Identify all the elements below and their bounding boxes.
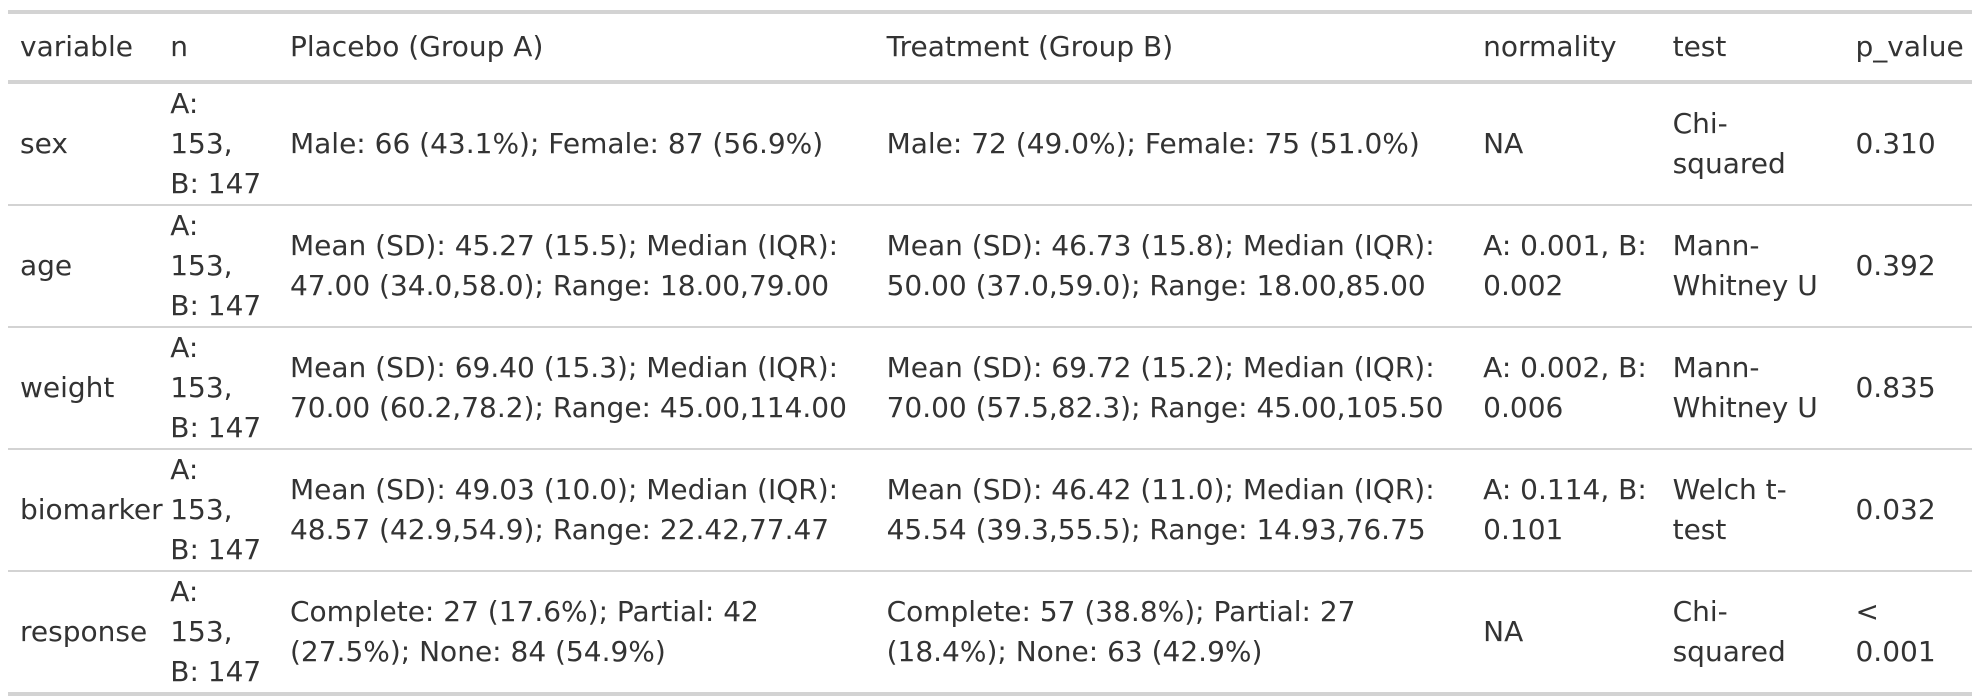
header-group-a: Placebo (Group A) xyxy=(289,30,544,63)
header-n: n xyxy=(170,30,188,63)
header-normality: normality xyxy=(1483,30,1617,63)
table-row: response A: 153, B: 147 Complete: 27 (17… xyxy=(8,571,1972,694)
cell-group-b: Mean (SD): 69.72 (15.2); Median (IQR): 7… xyxy=(886,351,1444,424)
cell-p-value: 0.835 xyxy=(1855,371,1936,404)
cell-test: Mann-Whitney U xyxy=(1672,229,1818,302)
page: variable n Placebo (Group A) Treatment (… xyxy=(8,12,1972,694)
cell-p-value: < 0.001 xyxy=(1855,595,1936,668)
table-row: sex A: 153, B: 147 Male: 66 (43.1%); Fem… xyxy=(8,82,1972,205)
cell-group-a: Mean (SD): 69.40 (15.3); Median (IQR): 7… xyxy=(289,351,847,424)
cell-p-value: 0.310 xyxy=(1855,127,1936,160)
table-row: biomarker A: 153, B: 147 Mean (SD): 49.0… xyxy=(8,449,1972,571)
table-row: age A: 153, B: 147 Mean (SD): 45.27 (15.… xyxy=(8,205,1972,327)
cell-n: A: 153, B: 147 xyxy=(170,453,262,566)
cell-p-value: 0.032 xyxy=(1855,493,1936,526)
summary-table: variable n Placebo (Group A) Treatment (… xyxy=(8,10,1972,696)
cell-normality: NA xyxy=(1483,615,1524,648)
cell-variable: weight xyxy=(20,371,115,404)
cell-group-a: Complete: 27 (17.6%); Partial: 42 (27.5%… xyxy=(289,595,759,668)
cell-group-b: Complete: 57 (38.8%); Partial: 27 (18.4%… xyxy=(886,595,1356,668)
cell-n: A: 153, B: 147 xyxy=(170,209,262,322)
cell-variable: biomarker xyxy=(20,493,163,526)
table-header: variable n Placebo (Group A) Treatment (… xyxy=(8,12,1972,82)
cell-variable: response xyxy=(20,615,148,648)
cell-group-a: Mean (SD): 45.27 (15.5); Median (IQR): 4… xyxy=(289,229,839,302)
cell-group-a: Mean (SD): 49.03 (10.0); Median (IQR): 4… xyxy=(289,473,839,546)
header-test: test xyxy=(1672,30,1727,63)
header-row: variable n Placebo (Group A) Treatment (… xyxy=(8,12,1972,82)
cell-normality: NA xyxy=(1483,127,1524,160)
table-row: weight A: 153, B: 147 Mean (SD): 69.40 (… xyxy=(8,327,1972,449)
cell-test: Chi-squared xyxy=(1672,107,1786,180)
cell-test: Mann-Whitney U xyxy=(1672,351,1818,424)
cell-group-a: Male: 66 (43.1%); Female: 87 (56.9%) xyxy=(289,127,824,160)
cell-p-value: 0.392 xyxy=(1855,249,1936,282)
header-group-b: Treatment (Group B) xyxy=(886,30,1174,63)
cell-group-b: Mean (SD): 46.73 (15.8); Median (IQR): 5… xyxy=(886,229,1435,302)
cell-variable: sex xyxy=(20,127,68,160)
cell-group-b: Mean (SD): 46.42 (11.0); Median (IQR): 4… xyxy=(886,473,1435,546)
header-variable: variable xyxy=(20,30,133,63)
cell-test: Welch t-test xyxy=(1672,473,1787,546)
cell-group-b: Male: 72 (49.0%); Female: 75 (51.0%) xyxy=(886,127,1420,160)
header-p-value: p_value xyxy=(1855,30,1964,63)
cell-n: A: 153, B: 147 xyxy=(170,575,262,688)
cell-normality: A: 0.114, B: 0.101 xyxy=(1483,473,1647,546)
cell-n: A: 153, B: 147 xyxy=(170,331,262,444)
cell-test: Chi-squared xyxy=(1672,595,1786,668)
table-body: sex A: 153, B: 147 Male: 66 (43.1%); Fem… xyxy=(8,82,1972,694)
cell-n: A: 153, B: 147 xyxy=(170,87,262,200)
cell-variable: age xyxy=(20,249,73,282)
cell-normality: A: 0.001, B: 0.002 xyxy=(1483,229,1647,302)
cell-normality: A: 0.002, B: 0.006 xyxy=(1483,351,1647,424)
